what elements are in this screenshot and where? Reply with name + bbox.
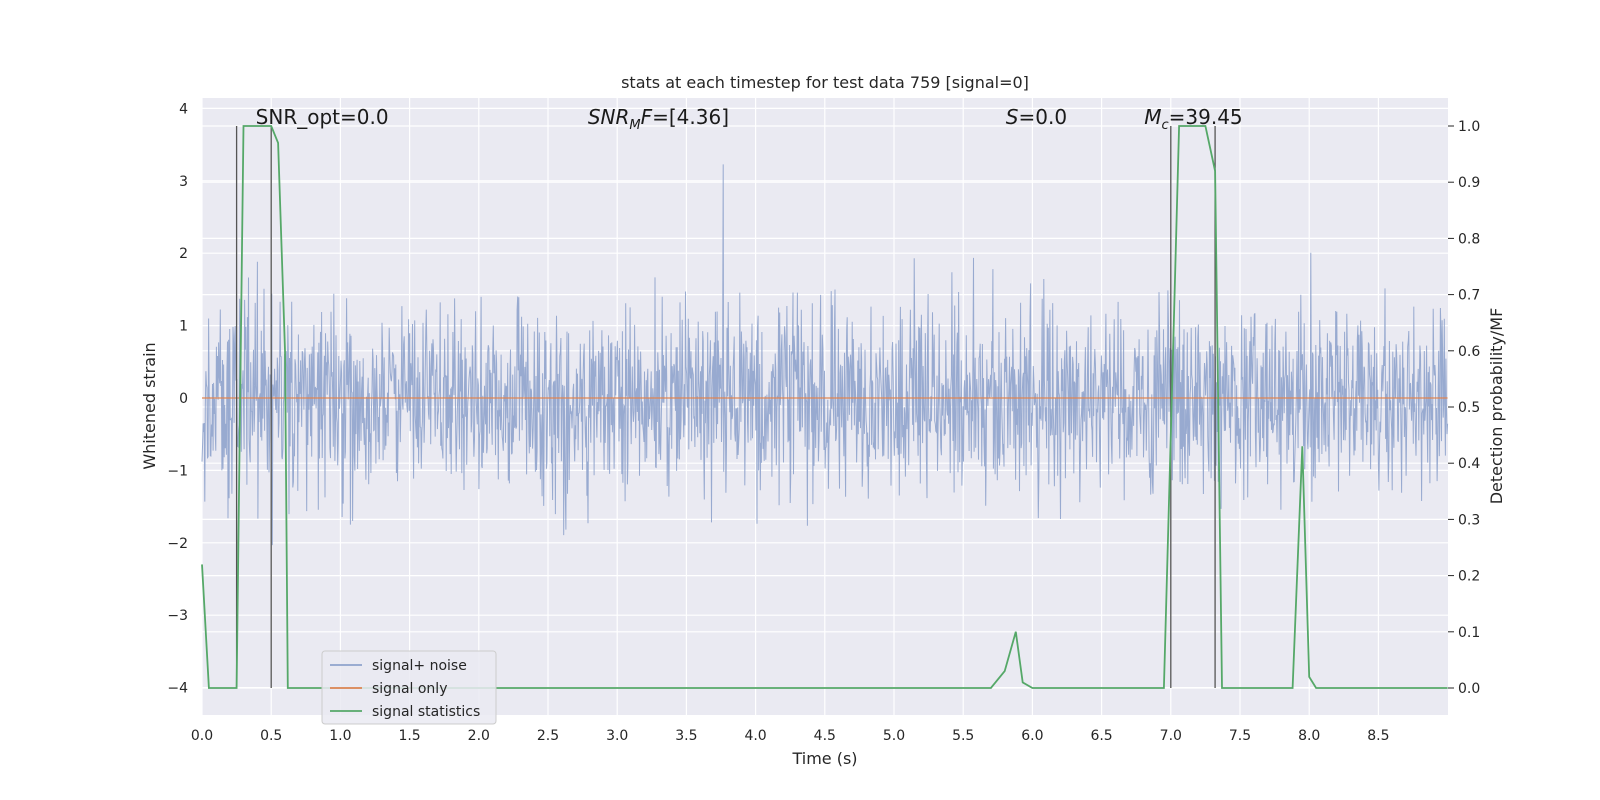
y-tick-label: 1: [179, 319, 188, 335]
y-tick-label: 0: [179, 391, 188, 407]
y-tick-label-right: 0.1: [1458, 625, 1480, 641]
y-tick-label-right: 0.9: [1458, 175, 1480, 191]
x-tick-label: 2.5: [537, 728, 559, 744]
y-tick-label: −4: [167, 681, 188, 697]
line-series: [201, 125, 1448, 689]
y-axis-right: 0.0 0.1 0.2 0.3 0.4 0.5 0.6 0.7 0.8 0.9 1.0: [1448, 119, 1480, 697]
x-axis-label: Time (s): [791, 749, 857, 768]
x-tick-label: 8.5: [1367, 728, 1389, 744]
x-tick-label: 4.5: [814, 728, 836, 744]
legend-box: [321, 650, 497, 725]
y-tick-label: −1: [167, 463, 188, 479]
x-tick-label: 1.0: [329, 728, 351, 744]
x-axis: 0.0 0.5 1.0 1.5 2.0 2.5 3.0 3.5 4.0 4.5 5.0 5.5 6.0 6…: [191, 728, 1390, 744]
x-tick-label: 8.0: [1298, 728, 1320, 744]
y-tick-label-right: 0.4: [1458, 456, 1480, 472]
y-tick-label: −2: [167, 536, 188, 552]
annotation-text: Mc=39.45: [1144, 105, 1242, 133]
y-tick-label-right: 1.0: [1458, 119, 1480, 135]
x-tick-label: 1.5: [398, 728, 420, 744]
annotation-text: S=0.0: [1006, 105, 1067, 129]
x-tick-label: 6.5: [1090, 728, 1112, 744]
y-tick-label-right: 0.6: [1458, 344, 1480, 360]
y-tick-label: −3: [167, 608, 188, 624]
legend-label: signal statistics: [372, 704, 480, 720]
x-tick-label: 0.0: [191, 728, 213, 744]
chart-title: stats at each timestep for test data 759…: [621, 73, 1029, 92]
y-tick-label: 3: [179, 174, 188, 190]
x-tick-label: 5.5: [952, 728, 974, 744]
y-tick-label-right: 0.0: [1458, 681, 1480, 697]
y-tick-label-right: 0.5: [1458, 400, 1480, 416]
y-axis-left: −4 −3 −2 −1 0 1 2 3 4: [167, 101, 188, 696]
x-tick-label: 3.0: [606, 728, 628, 744]
legend: signal+ noise signal only signal statistic…: [321, 650, 497, 725]
y-axis-label-right: Detection probability/MF: [1487, 308, 1506, 505]
y-axis-label: Whitened strain: [140, 342, 159, 469]
legend-label: signal only: [372, 681, 447, 697]
x-tick-label: 7.0: [1160, 728, 1182, 744]
legend-label: signal+ noise: [372, 658, 467, 674]
y-tick-label-right: 0.7: [1458, 288, 1480, 304]
annotation-text: SNR_opt=0.0: [256, 105, 389, 129]
x-tick-label: 7.5: [1229, 728, 1251, 744]
y-tick-label-right: 0.2: [1458, 569, 1480, 585]
x-tick-label: 5.0: [883, 728, 905, 744]
x-tick-label: 2.0: [468, 728, 490, 744]
annotations: SNR_opt=0.0 SNRMF=[4.36] S=0.0 Mc=39.45: [256, 105, 1243, 133]
y-tick-label: 2: [179, 246, 188, 262]
annotation-text: SNRMF=[4.36]: [588, 105, 729, 133]
x-tick-label: 3.5: [675, 728, 697, 744]
x-tick-label: 4.0: [744, 728, 766, 744]
signal-plus-noise-line: [201, 164, 1449, 546]
x-tick-label: 0.5: [260, 728, 282, 744]
noise-series: [201, 164, 1449, 546]
x-tick-label: 6.0: [1021, 728, 1043, 744]
y-tick-label: 4: [179, 101, 188, 117]
y-tick-label-right: 0.3: [1458, 512, 1480, 528]
y-tick-label-right: 0.8: [1458, 231, 1480, 247]
